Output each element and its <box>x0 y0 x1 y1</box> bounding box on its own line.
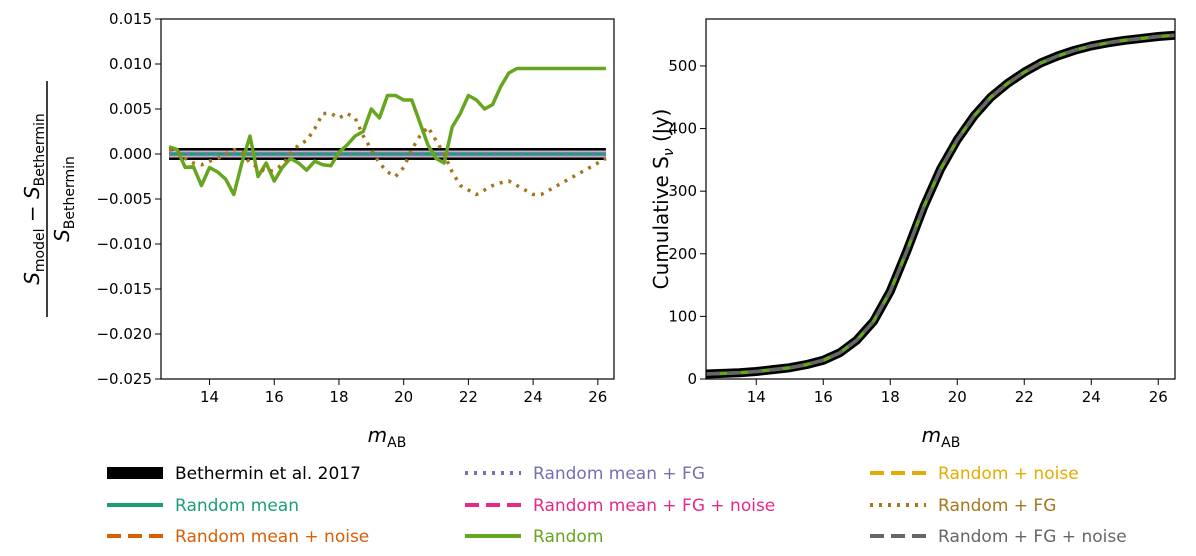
left-xtick-label: 22 <box>459 388 478 406</box>
right-plot-content <box>706 30 1175 379</box>
right-xtick-label: 18 <box>881 388 900 406</box>
right-ytick-label: 100 <box>668 307 697 325</box>
legend-item-random-mean-noise: Random mean + noise <box>107 527 369 547</box>
right-line-bethermin <box>706 30 1175 379</box>
right-series-group <box>706 30 1175 379</box>
right-ytick-label: 500 <box>668 57 697 75</box>
left-ytick-label: 0.010 <box>109 55 152 73</box>
right-panel: 14 16 18 20 22 24 26 0 100 200 300 400 500 mAB Cumul… <box>649 18 1176 451</box>
left-ytick-label: −0.025 <box>96 370 152 388</box>
legend-label: Random mean + FG <box>533 464 705 484</box>
right-plot-frame <box>705 18 1176 380</box>
left-xtick-label: 20 <box>394 388 413 406</box>
right-xtick-label: 24 <box>1082 388 1101 406</box>
left-xtick-label: 14 <box>200 388 219 406</box>
right-xtick-label: 26 <box>1149 388 1168 406</box>
legend-item-random: Random <box>465 527 603 547</box>
left-ytick-label: −0.005 <box>96 190 152 208</box>
right-ytick-label: 200 <box>668 245 697 263</box>
legend-item-random-mean-fg-noise: Random mean + FG + noise <box>465 496 775 516</box>
legend-item-random-fg: Random + FG <box>870 496 1056 516</box>
right-line-random <box>706 33 1175 376</box>
right-ytick-label: 400 <box>668 120 697 138</box>
right-ticks: 14 16 18 20 22 24 26 0 100 200 300 400 500 <box>668 57 1167 406</box>
left-panel: 14 16 18 20 22 24 26 −0.025 −0.020 −0.015 −0.010 −0… <box>20 10 615 451</box>
left-line-random-fg <box>168 111 607 197</box>
left-xtick-label: 26 <box>588 388 607 406</box>
legend-label: Random mean <box>175 496 299 516</box>
left-ytick-label: 0.005 <box>109 100 152 118</box>
legend-item-bethermin: Bethermin et al. 2017 <box>107 464 361 484</box>
left-xtick-label: 18 <box>329 388 348 406</box>
legend: Bethermin et al. 2017 Random mean Random m… <box>107 464 1127 547</box>
left-ytick-label: 0.000 <box>109 145 152 163</box>
right-xtick-label: 14 <box>747 388 766 406</box>
left-ylabel-numerator: Smodel − SBethermin <box>20 113 48 285</box>
left-ytick-label: −0.015 <box>96 280 152 298</box>
left-ticks: 14 16 18 20 22 24 26 −0.025 −0.020 −0.015 −0.010 −0… <box>96 10 607 406</box>
left-plot-frame <box>160 18 615 380</box>
right-xtick-label: 20 <box>948 388 967 406</box>
legend-label: Random mean + noise <box>175 527 369 547</box>
legend-label: Bethermin et al. 2017 <box>175 464 361 484</box>
right-xtick-label: 22 <box>1015 388 1034 406</box>
legend-label: Random mean + FG + noise <box>533 496 775 516</box>
left-ylabel-denominator: SBethermin <box>50 156 78 242</box>
left-ylabel: Smodel − SBethermin SBethermin <box>20 81 78 317</box>
legend-item-random-noise: Random + noise <box>870 464 1079 484</box>
svg-text:Cumulative Sν (Jy): Cumulative Sν (Jy) <box>649 109 677 290</box>
legend-label: Random + noise <box>938 464 1079 484</box>
left-line-random <box>168 66 606 197</box>
legend-label: Random <box>533 527 603 547</box>
left-plot-content <box>168 66 607 197</box>
left-series-group <box>168 66 607 197</box>
right-ytick-label: 0 <box>687 370 697 388</box>
legend-item-random-fg-noise: Random + FG + noise <box>870 527 1127 547</box>
legend-item-random-mean: Random mean <box>107 496 299 516</box>
right-line-random-fg-noise <box>706 33 1175 376</box>
left-ytick-label: 0.015 <box>109 10 152 28</box>
right-xlabel: mAB <box>922 423 961 451</box>
legend-item-random-mean-fg: Random mean + FG <box>465 464 705 484</box>
legend-label: Random + FG <box>938 496 1056 516</box>
left-xtick-label: 16 <box>265 388 284 406</box>
right-xtick-label: 16 <box>814 388 833 406</box>
left-xlabel: mAB <box>368 423 407 451</box>
right-ytick-label: 300 <box>668 182 697 200</box>
left-ytick-label: −0.020 <box>96 325 152 343</box>
left-xtick-label: 24 <box>524 388 543 406</box>
left-ytick-label: −0.010 <box>96 235 152 253</box>
right-ylabel: Cumulative Sν (Jy) <box>649 109 677 290</box>
legend-label: Random + FG + noise <box>938 527 1127 547</box>
